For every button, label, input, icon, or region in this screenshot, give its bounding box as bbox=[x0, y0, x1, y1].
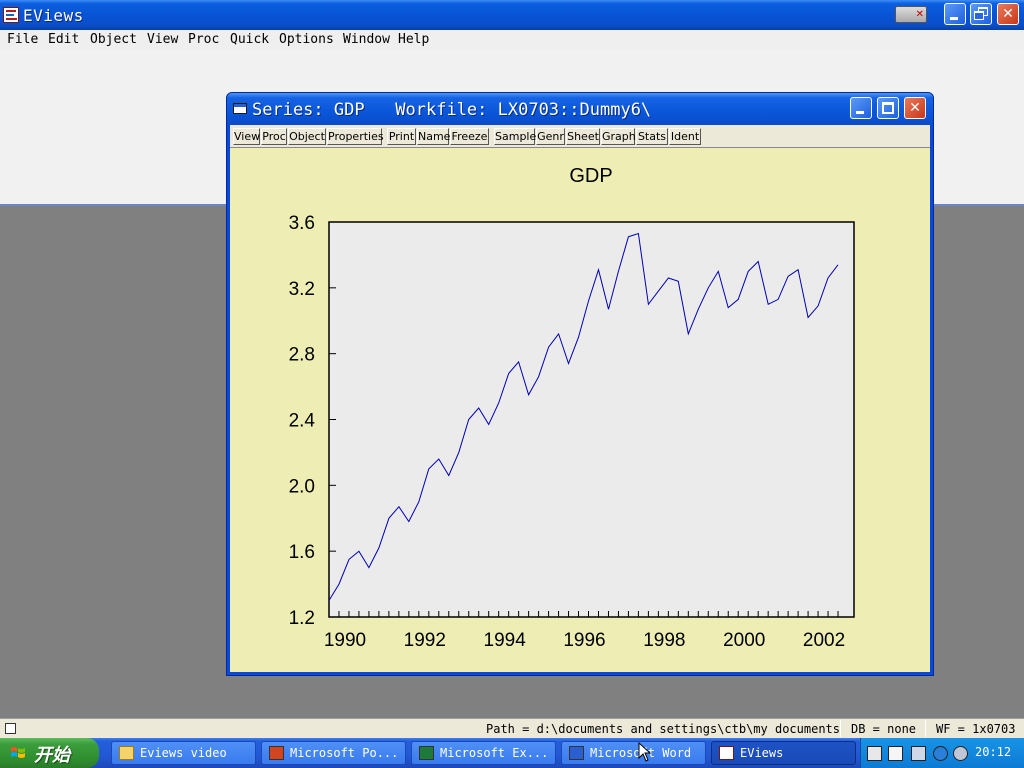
folder-icon bbox=[119, 746, 134, 760]
taskbar-item-eviews-video[interactable]: Eviews video bbox=[111, 741, 256, 765]
series-line bbox=[328, 232, 839, 601]
status-separator bbox=[840, 720, 841, 737]
minimize-icon bbox=[950, 17, 958, 20]
toolbar-genr-button[interactable]: Genr bbox=[536, 128, 565, 145]
app-title-bar[interactable]: EViews ✕ ✕ bbox=[0, 0, 1024, 30]
x-tick-label: 1992 bbox=[404, 630, 446, 651]
safely-remove-hardware-icon[interactable] bbox=[911, 746, 926, 761]
x-tick-label: 2002 bbox=[803, 630, 845, 651]
toolbar-properties-button[interactable]: Properties bbox=[327, 128, 384, 145]
close-button[interactable]: ✕ bbox=[997, 3, 1019, 25]
status-separator bbox=[925, 720, 926, 737]
menu-options[interactable]: Options bbox=[279, 32, 334, 47]
windows-flag-icon bbox=[11, 747, 25, 758]
word-icon bbox=[569, 746, 584, 760]
y-tick-label: 2.4 bbox=[289, 411, 316, 432]
maximize-icon bbox=[882, 102, 894, 114]
taskbar-item-eviews[interactable]: EViews bbox=[711, 741, 856, 765]
toolbar-ident-button[interactable]: Ident bbox=[669, 128, 701, 145]
plot-area bbox=[328, 221, 855, 618]
taskbar: 开始 Eviews video Microsoft Po... Microsof… bbox=[0, 738, 1024, 768]
taskbar-item-excel[interactable]: Microsoft Ex... bbox=[411, 741, 556, 765]
menu-window[interactable]: Window bbox=[343, 32, 390, 47]
status-db: DB = none bbox=[851, 722, 917, 736]
menu-edit[interactable]: Edit bbox=[48, 32, 80, 47]
start-label: 开始 bbox=[34, 745, 70, 766]
toolbar-sample-button[interactable]: Sample bbox=[494, 128, 537, 145]
clock[interactable]: 20:12 bbox=[975, 745, 1012, 759]
minimize-icon bbox=[856, 111, 864, 114]
help-icon[interactable] bbox=[888, 746, 903, 761]
eviews-logo-icon bbox=[3, 7, 19, 23]
close-icon: ✕ bbox=[909, 100, 921, 116]
series-minimize-button[interactable] bbox=[850, 97, 872, 119]
toolbar-view-button[interactable]: View bbox=[233, 128, 261, 145]
status-wf: WF = 1x0703 bbox=[936, 722, 1016, 736]
toolbar-stats-button[interactable]: Stats bbox=[636, 128, 668, 145]
y-tick-label: 1.6 bbox=[289, 542, 315, 563]
status-checkbox[interactable] bbox=[5, 723, 16, 734]
taskbar-item-powerpoint[interactable]: Microsoft Po... bbox=[261, 741, 406, 765]
x-tick-label: 1998 bbox=[643, 630, 685, 651]
status-path: Path = d:\documents and settings\ctb\my … bbox=[486, 722, 841, 736]
taskbar-item-label: Eviews video bbox=[140, 746, 227, 760]
menu-file[interactable]: File bbox=[7, 32, 39, 47]
menu-help[interactable]: Help bbox=[398, 32, 430, 47]
mouse-cursor-icon bbox=[638, 742, 652, 762]
x-tick-label: 1996 bbox=[563, 630, 605, 651]
y-tick-label: 3.2 bbox=[289, 279, 315, 300]
series-close-button[interactable]: ✕ bbox=[904, 97, 926, 119]
toolbar-object-button[interactable]: Object bbox=[288, 128, 326, 145]
close-icon: ✕ bbox=[1002, 6, 1014, 22]
taskbar-item-label: EViews bbox=[740, 746, 784, 760]
series-toolbar: View Proc Object Properties Print Name F… bbox=[230, 125, 930, 147]
app-title: EViews bbox=[23, 6, 84, 25]
series-gdp bbox=[328, 232, 839, 601]
menu-view[interactable]: View bbox=[147, 32, 179, 47]
x-tick-label: 1990 bbox=[324, 630, 366, 651]
taskbar-item-label: Microsoft Po... bbox=[290, 746, 399, 760]
volume-icon[interactable] bbox=[953, 746, 968, 761]
chart-title: GDP bbox=[569, 165, 612, 187]
window-menu-icon[interactable] bbox=[233, 103, 247, 114]
menu-bar: File Edit Object View Proc Quick Options… bbox=[0, 30, 1024, 50]
series-window-title-bar[interactable]: Series: GDP Workfile: LX0703::Dummy6\ ✕ bbox=[227, 93, 933, 125]
eviews-icon bbox=[719, 746, 734, 760]
gdp-line-chart: GDP 1.21.62.02.42.83.23.6 1990 1992 1994 19… bbox=[289, 165, 855, 651]
tray-app-icon[interactable] bbox=[867, 746, 882, 761]
minimize-button[interactable] bbox=[944, 3, 966, 25]
menu-quick[interactable]: Quick bbox=[230, 32, 270, 47]
system-tray: 20:12 bbox=[860, 738, 1024, 768]
toolbar-proc-button[interactable]: Proc bbox=[261, 128, 287, 145]
taskbar-item-word[interactable]: Microsoft Word bbox=[561, 741, 706, 765]
y-tick-label: 3.6 bbox=[289, 213, 315, 234]
menu-object[interactable]: Object bbox=[90, 32, 137, 47]
x-axis: 1990 1992 1994 1996 1998 2000 2002 bbox=[324, 611, 845, 651]
taskbar-item-label: Microsoft Ex... bbox=[440, 746, 549, 760]
powerpoint-icon bbox=[269, 746, 284, 760]
series-graph-view: GDP 1.2 1.6 2.0 2.4 2.8 3.2 3.6 1990 1992 1994 19… bbox=[230, 147, 930, 672]
x-tick-label: 2000 bbox=[723, 630, 765, 651]
toolbar-graph-button[interactable]: Graph bbox=[601, 128, 636, 145]
series-window-title: Series: GDP Workfile: LX0703::Dummy6\ bbox=[252, 100, 652, 120]
y-axis: 1.2 1.6 2.0 2.4 2.8 3.2 3.6 bbox=[289, 213, 336, 629]
excel-icon bbox=[419, 746, 434, 760]
toolbar-print-button[interactable]: Print bbox=[387, 128, 416, 145]
y-tick-label: 2.8 bbox=[289, 345, 315, 366]
y-tick-label: 2.0 bbox=[289, 476, 315, 497]
menu-proc[interactable]: Proc bbox=[188, 32, 220, 47]
toolbar-name-button[interactable]: Name bbox=[417, 128, 451, 145]
network-icon[interactable] bbox=[933, 746, 948, 761]
status-bar: Path = d:\documents and settings\ctb\my … bbox=[0, 718, 1024, 738]
language-bar-icon[interactable]: ✕ bbox=[895, 6, 927, 23]
toolbar-sheet-button[interactable]: Sheet bbox=[566, 128, 600, 145]
restore-button[interactable] bbox=[970, 3, 992, 25]
series-maximize-button[interactable] bbox=[877, 97, 899, 119]
y-tick-label: 1.2 bbox=[289, 608, 315, 629]
x-tick-label: 1994 bbox=[484, 630, 527, 651]
series-window: Series: GDP Workfile: LX0703::Dummy6\ ✕ … bbox=[226, 92, 934, 676]
toolbar-freeze-button[interactable]: Freeze bbox=[450, 128, 489, 145]
start-button[interactable]: 开始 bbox=[0, 738, 99, 768]
